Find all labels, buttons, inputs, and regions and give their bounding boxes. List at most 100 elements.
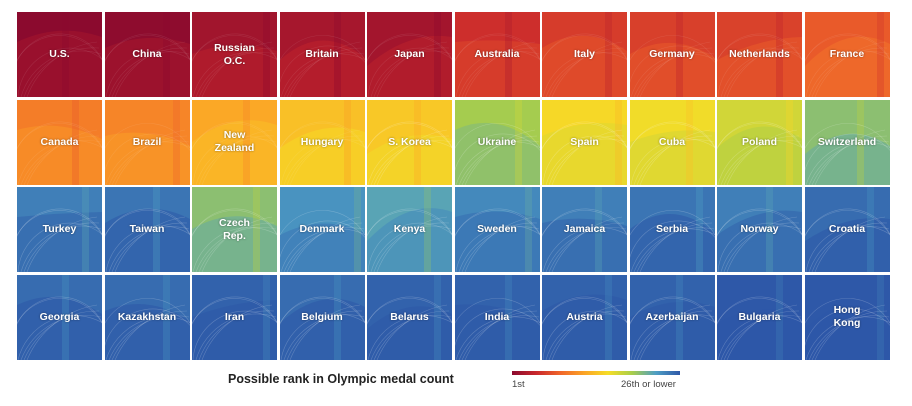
country-label: Ukraine (477, 135, 517, 148)
country-label: Jamaica (563, 223, 606, 235)
tile-texture (717, 187, 802, 272)
country-tile: Canada (17, 99, 102, 185)
country-label: France (829, 48, 865, 60)
country-tile: Poland (717, 99, 802, 185)
country-tile: Japan (367, 12, 452, 97)
country-label: U.S. (49, 48, 70, 60)
country-label: Sweden (477, 223, 517, 235)
country-label: Serbia (655, 223, 689, 235)
legend-title: Possible rank in Olympic medal count (228, 372, 454, 386)
country-label: Hungary (300, 135, 344, 148)
country-tile: Germany (629, 12, 715, 97)
country-label: Czech Rep. (219, 216, 250, 242)
tile-texture (279, 274, 365, 360)
tile-texture (454, 12, 540, 97)
tile-texture (104, 187, 190, 272)
country-tile: New Zealand (192, 99, 277, 185)
country-label: Turkey (42, 223, 77, 235)
country-tile: Belarus (367, 274, 452, 360)
tile-texture (542, 187, 627, 272)
country-tile: Jamaica (542, 187, 627, 272)
tile-texture (17, 274, 102, 360)
tile-texture (542, 274, 627, 360)
country-tile: S. Korea (367, 99, 452, 185)
country-tile: Austria (542, 274, 627, 360)
country-label: Netherlands (729, 48, 790, 60)
country-label: Australia (474, 48, 520, 60)
country-label: Russian O.C. (214, 41, 255, 67)
country-label: India (484, 310, 510, 323)
country-label: Italy (573, 48, 595, 60)
tile-texture (804, 12, 890, 97)
country-label: Bulgaria (738, 310, 781, 323)
country-label: Denmark (299, 223, 345, 235)
country-tile: Taiwan (104, 187, 190, 272)
tile-texture (454, 99, 540, 185)
country-label: New Zealand (214, 129, 255, 154)
tile-texture (104, 12, 190, 97)
country-tile: Azerbaijan (629, 274, 715, 360)
country-label: Britain (305, 48, 339, 60)
tile-texture (542, 99, 627, 185)
country-tile: Bulgaria (717, 274, 802, 360)
country-tile: France (804, 12, 890, 97)
tile-texture (804, 187, 890, 272)
country-label: Kenya (393, 223, 426, 235)
country-tile: Hungary (279, 99, 365, 185)
country-tile: U.S. (17, 12, 102, 97)
country-tile: Belgium (279, 274, 365, 360)
tile-texture (629, 99, 715, 185)
tile-texture (804, 99, 890, 185)
country-tile: Czech Rep. (192, 187, 277, 272)
country-label: Hong Kong (833, 304, 861, 329)
country-label: Poland (741, 135, 777, 148)
country-tile: Netherlands (717, 12, 802, 97)
country-label: S. Korea (388, 135, 431, 148)
tile-texture (104, 274, 190, 360)
country-label: China (132, 48, 162, 60)
legend-color-bar (512, 371, 680, 375)
country-label: Kazakhstan (117, 310, 177, 323)
tile-texture (279, 99, 365, 185)
country-tile: Turkey (17, 187, 102, 272)
country-tile: Cuba (629, 99, 715, 185)
tile-texture (804, 274, 890, 360)
legend-min-label: 1st (512, 379, 525, 390)
tile-texture (17, 12, 102, 97)
tile-texture (367, 187, 452, 272)
tile-texture (717, 99, 802, 185)
country-label: Norway (740, 223, 779, 235)
country-label: Taiwan (129, 223, 165, 235)
country-label: Cuba (658, 135, 686, 148)
tile-texture (279, 12, 365, 97)
country-tile: Denmark (279, 187, 365, 272)
country-tile: Norway (717, 187, 802, 272)
country-tile: Switzerland (804, 99, 890, 185)
country-tile: Spain (542, 99, 627, 185)
tile-texture (454, 187, 540, 272)
country-tile: Kazakhstan (104, 274, 190, 360)
country-label: Brazil (132, 135, 162, 148)
country-tile: Italy (542, 12, 627, 97)
country-label: Switzerland (817, 135, 877, 148)
tile-texture (367, 12, 452, 97)
tile-texture (192, 187, 277, 272)
country-tile: Kenya (367, 187, 452, 272)
country-tile: Russian O.C. (192, 12, 277, 97)
tile-texture (367, 274, 452, 360)
country-tile: Britain (279, 12, 365, 97)
country-label: Georgia (39, 310, 80, 323)
tile-texture (629, 274, 715, 360)
country-rank-grid: U.S. China Russian O.C. Britain Japan Austral… (17, 12, 890, 360)
tile-texture (17, 187, 102, 272)
country-label: Austria (566, 310, 603, 323)
country-tile: India (454, 274, 540, 360)
tile-texture (367, 99, 452, 185)
country-tile: Iran (192, 274, 277, 360)
country-tile: Australia (454, 12, 540, 97)
country-label: Japan (394, 48, 425, 60)
country-label: Belgium (301, 310, 343, 323)
tile-texture (629, 12, 715, 97)
country-label: Azerbaijan (645, 310, 699, 323)
legend-max-label: 26th or lower (621, 379, 676, 390)
